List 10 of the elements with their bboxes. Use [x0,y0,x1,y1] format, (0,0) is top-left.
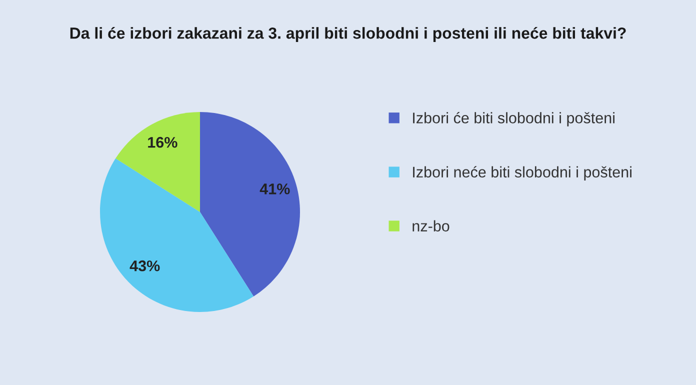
data-label: 16% [148,136,178,148]
legend-label: Izbori neće biti slobodni i pošteni [413,166,632,181]
pie-slice [116,112,200,212]
pie-slice [100,158,254,312]
data-label: 43% [130,260,160,272]
pie-slice [200,112,300,296]
legend-label: Izbori će biti slobodni i pošteni [413,112,614,126]
chart-title: Da li će izbori zakazani za 3. april biti slobodni i posteni ili neće biti takvi? [70,26,626,42]
data-label: 41% [260,184,290,194]
legend-label: nz-bo [412,220,450,232]
